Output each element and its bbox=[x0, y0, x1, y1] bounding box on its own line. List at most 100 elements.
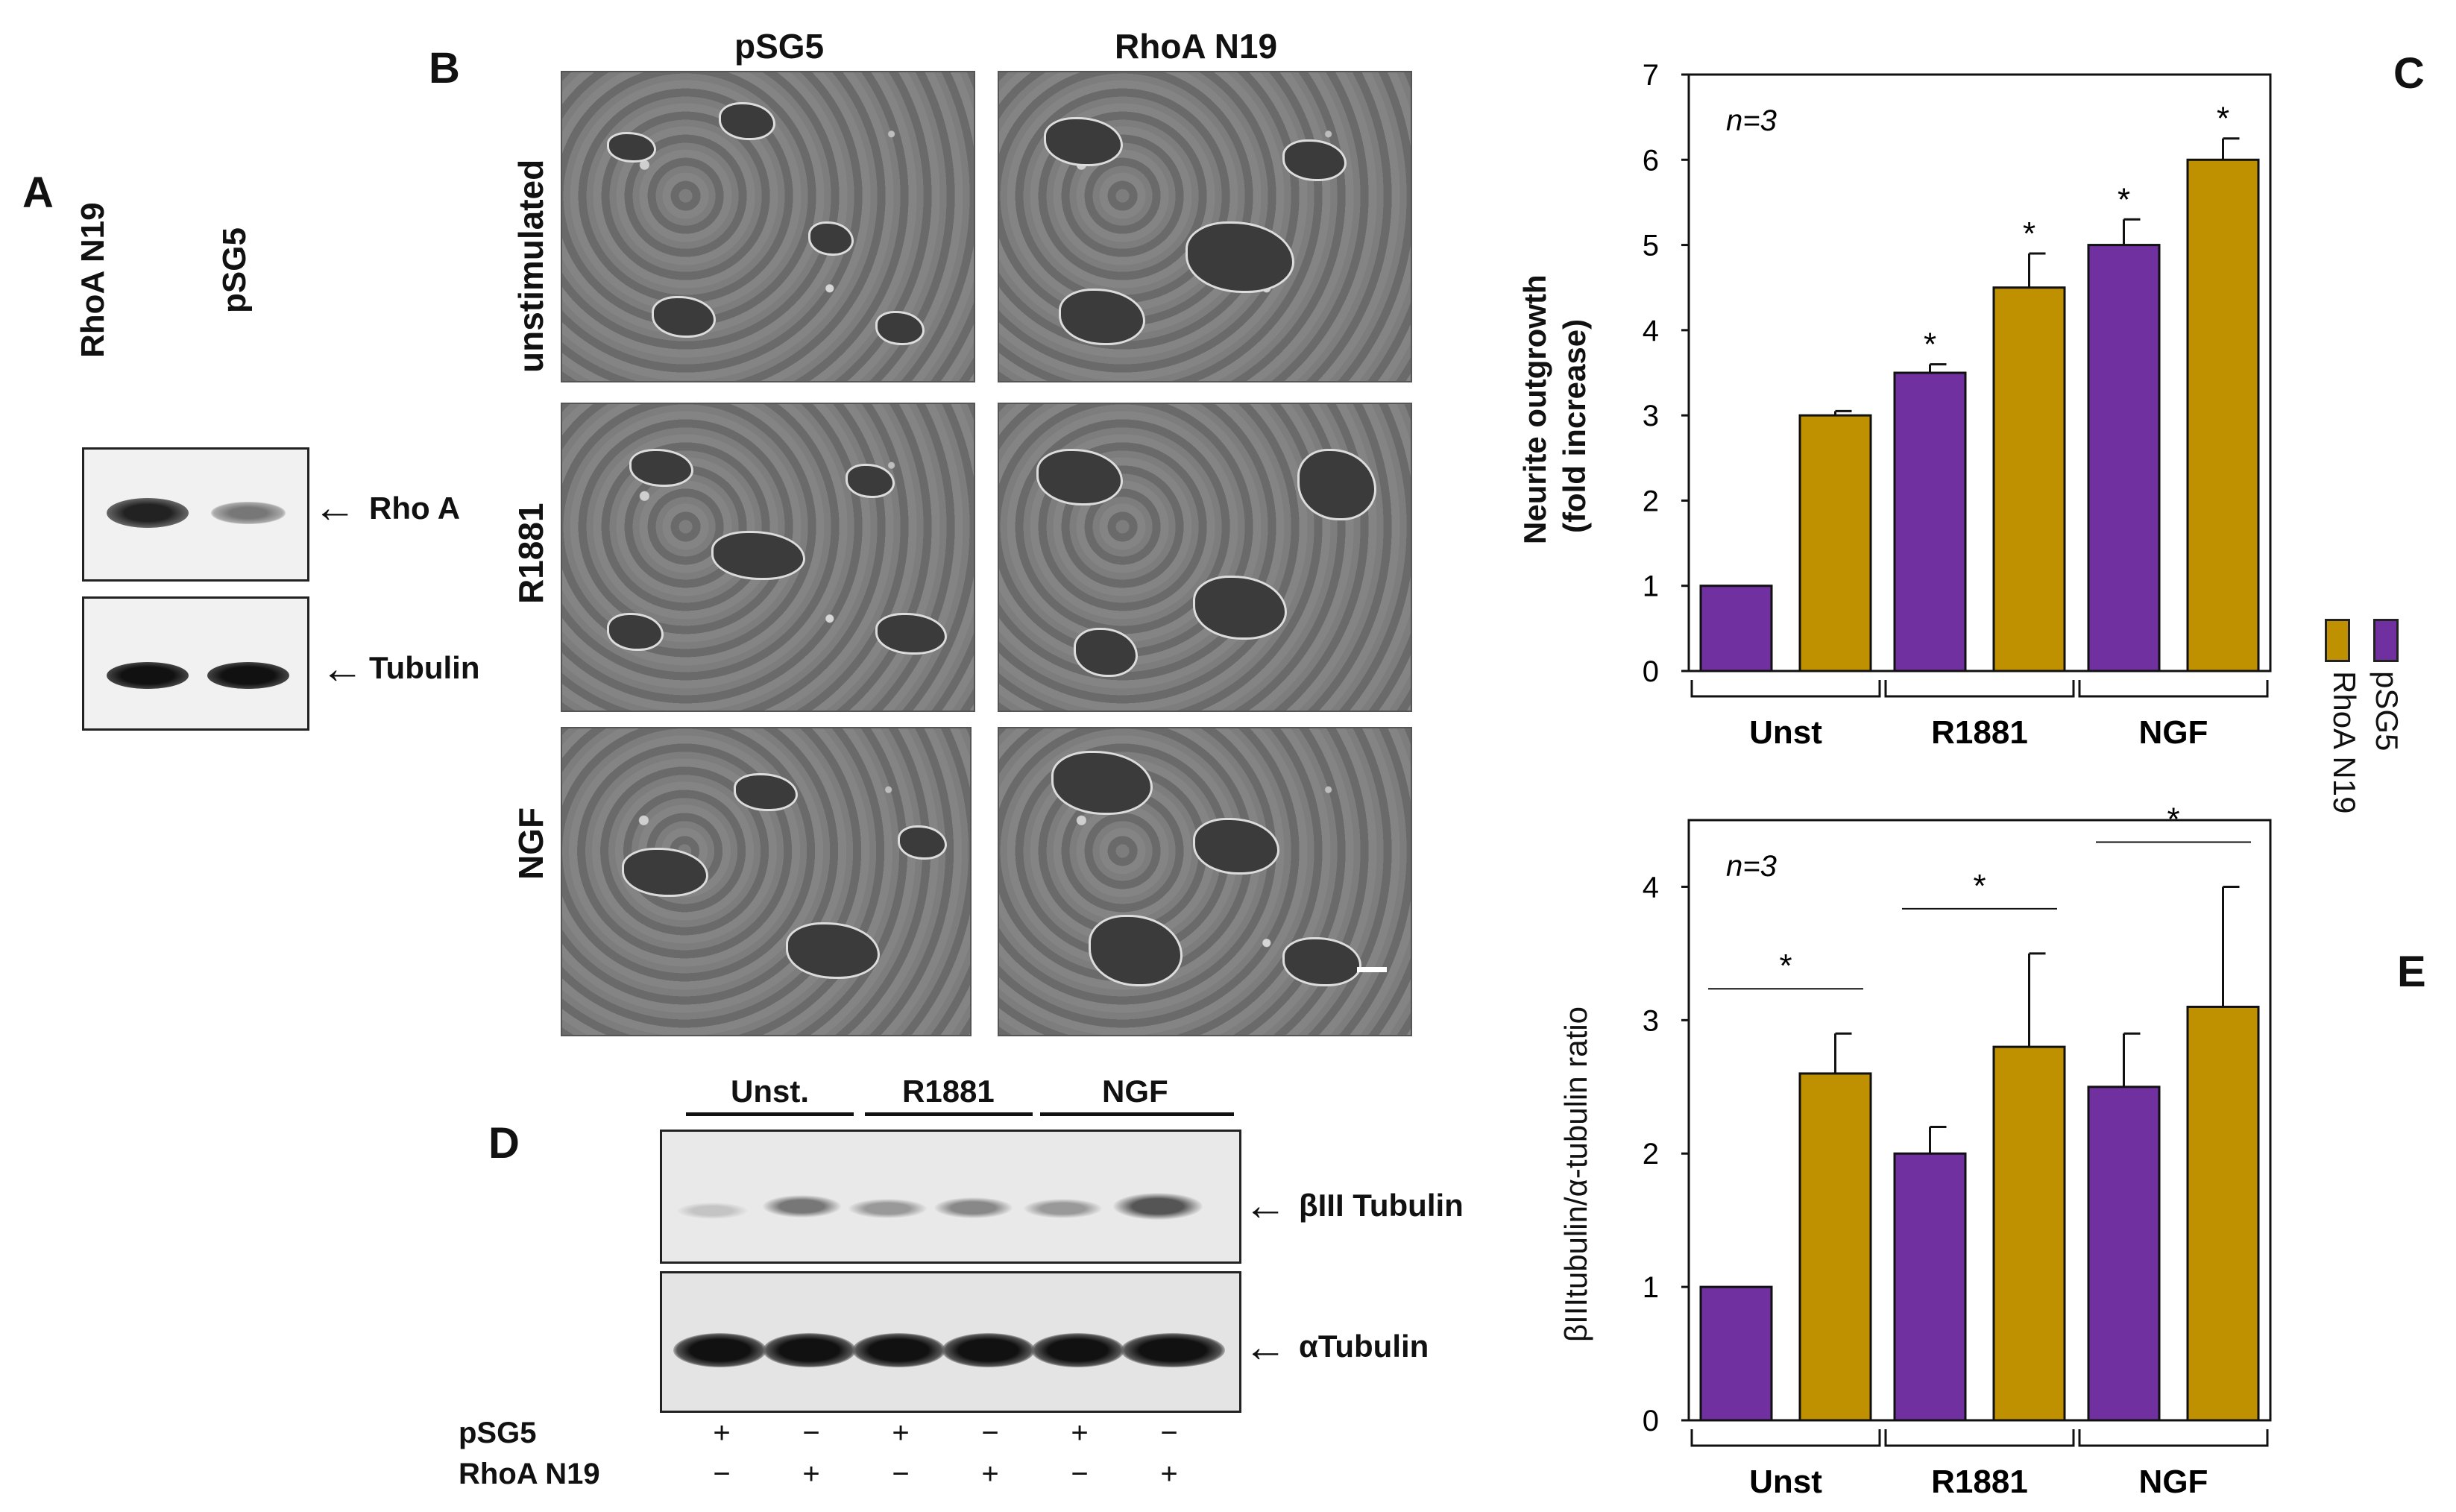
band-tubulin-lane1 bbox=[107, 662, 189, 689]
sign-psg5-3: + bbox=[892, 1417, 910, 1449]
significance-star-unst: * bbox=[1779, 948, 1792, 984]
panel-letter-c: C bbox=[2393, 49, 2425, 98]
y-tick-label-1: 1 bbox=[1643, 570, 1659, 603]
micrograph-psg5-ngf bbox=[561, 727, 972, 1036]
blot-rhoa bbox=[82, 447, 309, 582]
chart-c-ylabel-line2: (fold increase) bbox=[1557, 318, 1592, 533]
band-rhoa-lane2 bbox=[211, 502, 286, 524]
group-line-unst bbox=[686, 1112, 854, 1116]
blot-beta3-tubulin bbox=[660, 1130, 1241, 1264]
blot-alpha-tubulin bbox=[660, 1271, 1241, 1413]
y-tick-label-6: 6 bbox=[1643, 144, 1659, 177]
bar-psg5-r1881 bbox=[1893, 371, 1967, 672]
panel-letter-e: E bbox=[2397, 948, 2426, 996]
column-label-rhoa-n19: RhoA N19 bbox=[1115, 27, 1278, 66]
group-label-ngf: NGF bbox=[1102, 1074, 1168, 1109]
chart-e: 0 1 2 3 4 n=3 * Unst * R1881 * NGF bbox=[1643, 801, 2272, 1499]
plot-frame bbox=[1687, 73, 2272, 672]
bar-psg5-ngf bbox=[2087, 244, 2161, 672]
significance-star-ngf: * bbox=[2167, 801, 2179, 837]
plot-frame bbox=[1687, 819, 2272, 1422]
sign-psg5-5: + bbox=[1071, 1417, 1089, 1449]
panel-letter-b: B bbox=[429, 44, 460, 92]
condition-label-rhoa-n19: RhoA N19 bbox=[459, 1458, 600, 1490]
label-rhoa: Rho A bbox=[369, 491, 461, 526]
category-bracket-ngf bbox=[2078, 1429, 2269, 1447]
y-tick-label-7: 7 bbox=[1643, 59, 1659, 92]
chart-c-ylabel-line1: Neurite outgrowth bbox=[1517, 274, 1552, 544]
bar-psg5-unst bbox=[1699, 1285, 1773, 1422]
group-line-r1881 bbox=[865, 1112, 1033, 1116]
sign-rhoa-1: − bbox=[713, 1458, 731, 1490]
category-label-unst: Unst bbox=[1749, 1464, 1822, 1499]
category-label-ngf: NGF bbox=[2139, 1464, 2208, 1499]
y-tick-label-5: 5 bbox=[1643, 230, 1659, 262]
sign-rhoa-2: + bbox=[802, 1458, 820, 1490]
arrow-rhoa: ← bbox=[313, 483, 356, 532]
sign-rhoa-3: − bbox=[892, 1458, 910, 1490]
legend-swatch-psg5 bbox=[2373, 619, 2399, 662]
sign-rhoa-6: + bbox=[1160, 1458, 1178, 1490]
legend-swatch-rhoa bbox=[2325, 619, 2350, 662]
panel-letter-d: D bbox=[488, 1119, 520, 1168]
group-line-ngf bbox=[1040, 1112, 1234, 1116]
sign-psg5-1: + bbox=[713, 1417, 731, 1449]
bar-rhoa-n19-ngf bbox=[2186, 158, 2260, 672]
significance-star-r1881: * bbox=[1973, 868, 1986, 904]
band-tubulin-lane2 bbox=[207, 662, 289, 689]
lane-label-rhoa-n19: RhoA N19 bbox=[75, 202, 111, 358]
sign-rhoa-5: − bbox=[1071, 1458, 1089, 1490]
label-beta3-tubulin: βIII Tubulin bbox=[1299, 1188, 1464, 1223]
scale-bar bbox=[1357, 967, 1387, 972]
y-tick-label-4: 4 bbox=[1643, 871, 1659, 904]
significance-star-psg5-ngf: * bbox=[2117, 181, 2130, 218]
column-label-psg5: pSG5 bbox=[734, 27, 825, 66]
blot-tubulin-a bbox=[82, 596, 309, 731]
category-bracket-r1881 bbox=[1884, 680, 2075, 698]
significance-star-psg5-r1881: * bbox=[1924, 327, 1936, 363]
group-label-r1881: R1881 bbox=[902, 1074, 995, 1109]
legend-label-psg5: pSG5 bbox=[2370, 671, 2405, 752]
category-bracket-unst bbox=[1690, 1429, 1881, 1447]
category-label-r1881: R1881 bbox=[1931, 714, 2028, 751]
bar-rhoa-n19-ngf bbox=[2186, 1005, 2260, 1422]
sign-psg5-6: − bbox=[1160, 1417, 1178, 1449]
bar-rhoa-n19-r1881 bbox=[1992, 1045, 2066, 1422]
category-label-ngf: NGF bbox=[2139, 714, 2208, 751]
micrograph-rhoa-ngf bbox=[998, 727, 1412, 1036]
y-tick-label-2: 2 bbox=[1643, 1138, 1659, 1171]
y-tick-label-1: 1 bbox=[1643, 1271, 1659, 1304]
bar-rhoa-n19-r1881 bbox=[1992, 286, 2066, 672]
panel-letter-a: A bbox=[22, 168, 54, 217]
label-alpha-tubulin: αTubulin bbox=[1299, 1329, 1429, 1364]
sign-psg5-2: − bbox=[802, 1417, 820, 1449]
micrograph-rhoa-r1881 bbox=[998, 403, 1412, 712]
category-label-r1881: R1881 bbox=[1931, 1464, 2028, 1499]
sign-rhoa-4: + bbox=[981, 1458, 999, 1490]
arrow-beta3-tubulin: ← bbox=[1244, 1181, 1287, 1229]
sample-size-annotation: n=3 bbox=[1726, 104, 1777, 137]
row-label-r1881: R1881 bbox=[511, 503, 550, 604]
group-label-unst: Unst. bbox=[731, 1074, 809, 1109]
row-label-ngf: NGF bbox=[511, 807, 550, 880]
row-label-unstimulated: unstimulated bbox=[511, 159, 550, 373]
category-bracket-unst bbox=[1690, 680, 1881, 698]
micrograph-psg5-unstimulated bbox=[561, 71, 975, 382]
y-tick-label-2: 2 bbox=[1643, 485, 1659, 517]
chart-c: 0 1 2 3 4 5 6 7 n=3 Unst * * R1881 * * NGF bbox=[1643, 59, 2272, 751]
label-tubulin-a: Tubulin bbox=[369, 650, 480, 685]
sample-size-annotation: n=3 bbox=[1726, 850, 1777, 883]
chart-e-ylabel: βIIItubulin/α-tubulin ratio bbox=[1558, 1006, 1593, 1342]
condition-label-psg5: pSG5 bbox=[459, 1417, 537, 1449]
y-tick-label-4: 4 bbox=[1643, 315, 1659, 347]
arrow-tubulin-a: ← bbox=[321, 644, 364, 693]
legend-label-rhoa: RhoA N19 bbox=[2327, 671, 2362, 814]
lane-label-psg5: pSG5 bbox=[216, 227, 253, 313]
category-label-unst: Unst bbox=[1749, 714, 1822, 751]
bar-rhoa-n19-unst bbox=[1798, 414, 1872, 672]
bar-psg5-ngf bbox=[2087, 1086, 2161, 1422]
y-tick-label-3: 3 bbox=[1643, 400, 1659, 432]
micrograph-psg5-r1881 bbox=[561, 403, 975, 712]
bar-psg5-r1881 bbox=[1893, 1152, 1967, 1422]
y-tick-label-0: 0 bbox=[1643, 655, 1659, 688]
